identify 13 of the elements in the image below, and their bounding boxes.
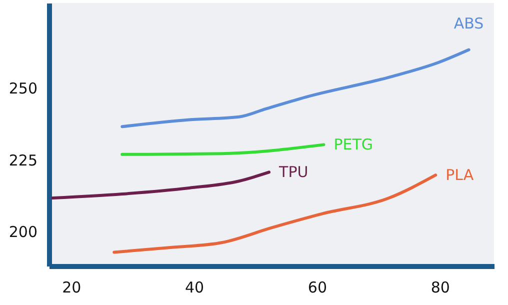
- x-tick-label: 40: [185, 278, 204, 296]
- line-series: [120, 48, 470, 128]
- series-label: ABS: [454, 14, 484, 33]
- y-tick-label: 250: [8, 80, 38, 98]
- x-tick-label: 20: [62, 278, 82, 296]
- x-tick-label: 60: [308, 278, 328, 296]
- series-label: PLA: [446, 166, 474, 184]
- series-label: PETG: [334, 136, 374, 154]
- y-tick-label: 225: [8, 151, 38, 170]
- series-label: TPU: [278, 163, 308, 182]
- y-tick-label: 200: [8, 223, 38, 242]
- line-series: [51, 170, 271, 200]
- x-tick-label: 80: [430, 278, 450, 296]
